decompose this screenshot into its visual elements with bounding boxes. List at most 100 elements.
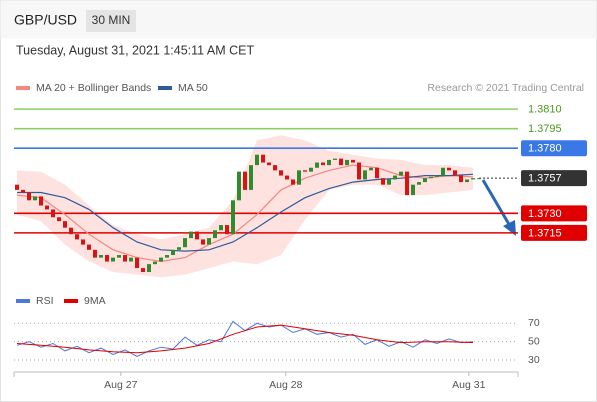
candle-body	[177, 247, 181, 250]
candle-body	[423, 178, 427, 183]
candle-body	[273, 165, 277, 171]
candle-body	[45, 205, 49, 210]
legend-swatch	[16, 299, 30, 303]
copyright: Research © 2021 Trading Central	[427, 82, 584, 94]
x-tick-label: Aug 28	[269, 379, 302, 391]
candle-body	[159, 257, 163, 262]
candle-body	[165, 255, 169, 258]
candle-body	[429, 176, 433, 179]
candle-body	[195, 231, 199, 240]
candle-body	[21, 189, 25, 193]
level-label-box	[521, 170, 587, 187]
candle-body	[441, 167, 445, 176]
candle-body	[51, 209, 55, 218]
candle-body	[297, 170, 301, 185]
candle-body	[87, 244, 91, 250]
candle-body	[375, 167, 379, 179]
candle-body	[207, 238, 211, 245]
candle-body	[111, 257, 115, 262]
candle-body	[249, 165, 253, 190]
legend-swatch	[16, 86, 30, 90]
symbol: GBP/USD	[14, 12, 77, 28]
candle-body	[411, 184, 415, 196]
candle-body	[39, 196, 43, 206]
legend-swatch	[158, 86, 172, 90]
timestamp: Tuesday, August 31, 2021 1:45:11 AM CET	[16, 43, 254, 57]
candle-body	[129, 257, 133, 262]
ma-line	[16, 164, 474, 263]
candle-body	[201, 239, 205, 245]
timeframe-badge	[86, 10, 136, 32]
candle-body	[477, 178, 481, 180]
candle-body	[333, 158, 337, 160]
candle-body	[351, 159, 355, 163]
candle-body	[279, 170, 283, 176]
candle-body	[63, 221, 67, 228]
level-label: 1.3757	[528, 173, 562, 185]
level-label-box	[521, 140, 587, 157]
candle-body	[219, 225, 223, 231]
candle-body	[405, 171, 409, 196]
level-label-box	[521, 224, 587, 241]
candle-body	[99, 255, 103, 258]
candle-body	[363, 170, 367, 180]
legend-label: 9MA	[84, 295, 106, 307]
candle-body	[81, 239, 85, 245]
candle-body	[453, 170, 457, 176]
candle-body	[435, 175, 439, 177]
candle-body	[243, 171, 247, 190]
y-tick-label: 70	[528, 317, 540, 329]
candle-body	[147, 264, 151, 272]
legend-label: RSI	[36, 295, 54, 307]
candle-body	[465, 179, 469, 183]
level-label-box	[521, 205, 587, 222]
candle-body	[255, 154, 259, 166]
candle-body	[75, 234, 79, 240]
candle-body	[459, 175, 463, 183]
candle-body	[267, 162, 271, 166]
level-label: 1.3715	[528, 227, 562, 239]
x-tick-label: Aug 27	[104, 379, 137, 391]
candle-body	[183, 238, 187, 248]
candle-body	[117, 255, 121, 258]
candle-body	[447, 167, 451, 171]
candle-body	[153, 261, 157, 265]
candle-body	[213, 230, 217, 239]
y-tick-label: 30	[528, 354, 540, 366]
candle-body	[345, 159, 349, 166]
candle-body	[309, 167, 313, 172]
candle-body	[135, 257, 139, 269]
timeframe: 30 MIN	[92, 13, 131, 27]
level-label: 1.3795	[528, 123, 562, 135]
candle-body	[393, 175, 397, 180]
level-label: 1.3730	[528, 208, 562, 220]
candle-body	[237, 171, 241, 201]
candle-body	[303, 170, 307, 172]
candle-body	[261, 154, 265, 163]
candle-body	[15, 184, 19, 190]
candle-body	[225, 225, 229, 235]
candle-body	[93, 249, 97, 258]
candle-body	[357, 162, 361, 180]
candle-body	[189, 231, 193, 239]
candle-body	[141, 268, 145, 272]
candle-body	[321, 162, 325, 166]
rsi-line	[16, 324, 474, 354]
candle-body	[417, 182, 421, 185]
candle-body	[285, 175, 289, 180]
level-label: 1.3780	[528, 143, 562, 155]
candle-body	[33, 196, 37, 201]
legend-label: MA 20 + Bollinger Bands	[36, 82, 151, 94]
candle-body	[123, 255, 127, 262]
candle-body	[339, 158, 343, 166]
candle-body	[105, 255, 109, 262]
candle-body	[387, 179, 391, 185]
legend-label: MA 50	[178, 82, 208, 94]
candle-body	[471, 178, 475, 180]
candle-body	[369, 167, 373, 171]
legend-swatch	[64, 299, 78, 303]
candle-body	[231, 200, 235, 235]
candle-body	[381, 178, 385, 185]
candle-body	[27, 192, 31, 201]
